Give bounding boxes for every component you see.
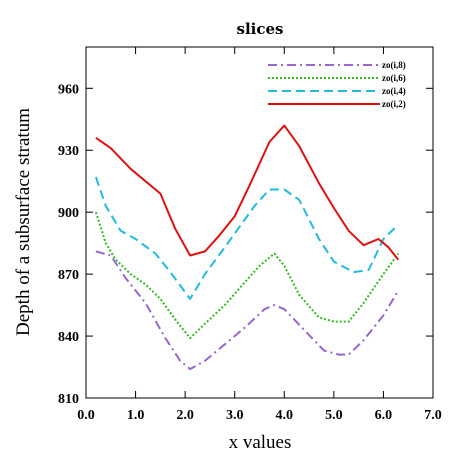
x-axis-label: x values (229, 432, 292, 453)
x-tick-label: 2.0 (176, 408, 194, 423)
y-axis-label: Depth of a subsurface stratum (13, 108, 34, 336)
legend-label: zo(i,8) (382, 60, 406, 70)
plot-lines (94, 124, 400, 371)
x-axis: 0.0 1.0 2.0 3.0 4.0 5.0 6.0 7.0 (77, 47, 442, 423)
x-tick-label: 5.0 (325, 408, 343, 423)
series-line (95, 250, 400, 371)
x-tick-label: 6.0 (375, 408, 393, 423)
x-tick-label: 1.0 (127, 408, 145, 423)
y-tick-label: 900 (58, 206, 79, 221)
x-tick-label: 7.0 (424, 408, 442, 423)
x-tick-label: 0.0 (77, 408, 95, 423)
series-line (95, 124, 400, 261)
legend: zo(i,8) zo(i,6) zo(i,4) zo(i,2) (268, 60, 406, 109)
x-tick-label: 4.0 (276, 408, 294, 423)
chart-title: slices (237, 20, 284, 38)
y-tick-label: 810 (58, 392, 79, 407)
y-tick-label: 870 (58, 268, 79, 283)
series-line (94, 176, 399, 300)
y-tick-label: 840 (58, 330, 79, 345)
legend-label: zo(i,6) (382, 73, 406, 83)
y-tick-label: 960 (58, 82, 79, 97)
x-tick-label: 3.0 (226, 408, 244, 423)
y-axis: 810 840 870 900 930 960 (58, 82, 433, 407)
series-line (94, 211, 400, 340)
legend-label: zo(i,4) (382, 86, 406, 96)
y-tick-label: 930 (58, 144, 79, 159)
plot-frame (85, 46, 434, 399)
legend-label: zo(i,2) (382, 99, 406, 109)
